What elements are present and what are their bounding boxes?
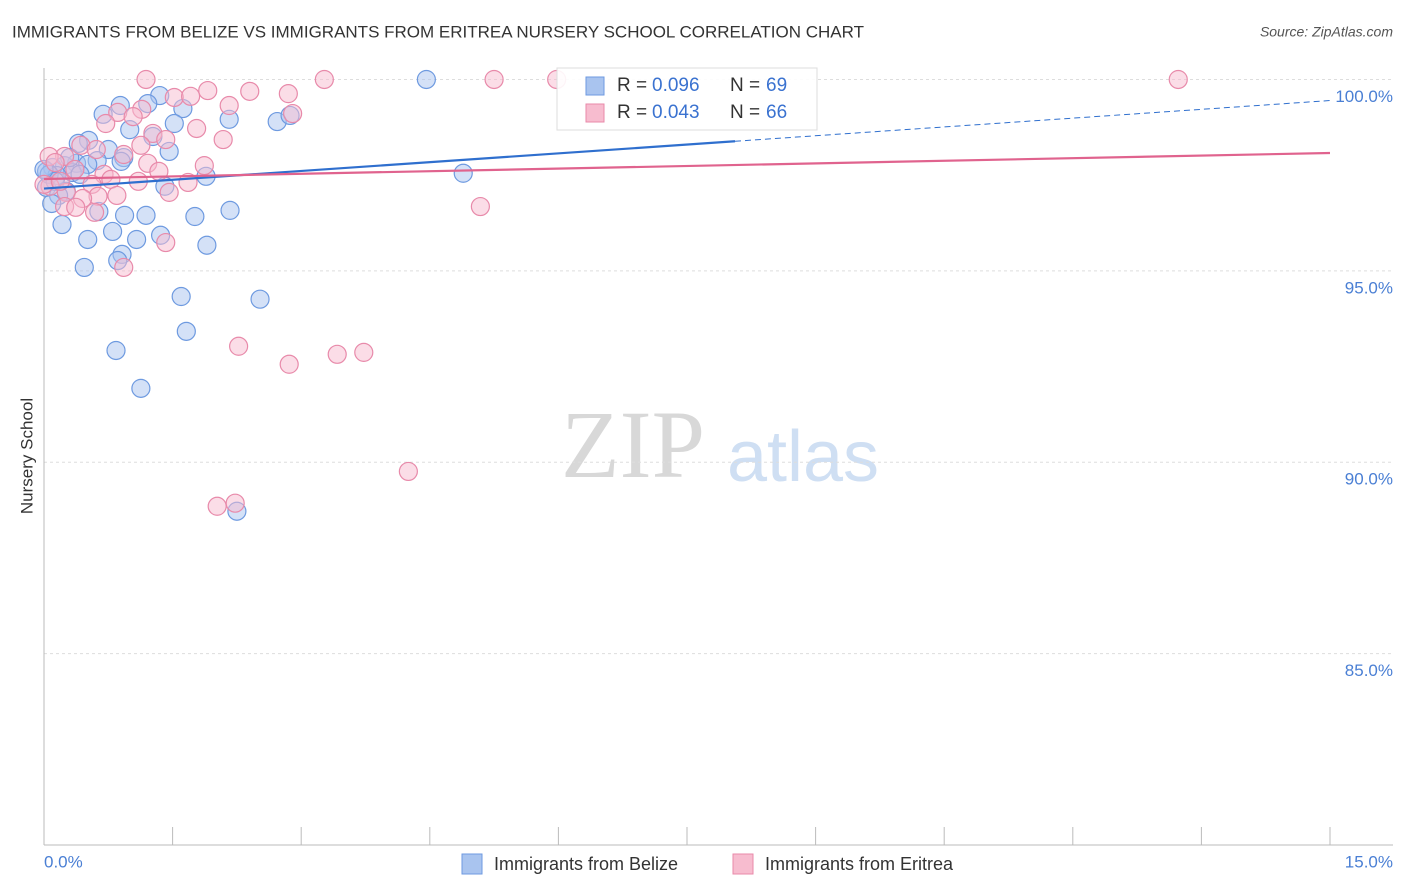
point bbox=[106, 340, 126, 361]
point bbox=[45, 152, 65, 173]
legend-swatch bbox=[585, 103, 605, 123]
point bbox=[1168, 69, 1188, 90]
point bbox=[114, 144, 134, 165]
point bbox=[126, 229, 147, 250]
point bbox=[86, 139, 106, 160]
point bbox=[225, 493, 245, 513]
stat-value: 0.096 bbox=[652, 75, 700, 96]
point bbox=[283, 103, 303, 124]
point bbox=[84, 202, 105, 222]
point bbox=[156, 232, 176, 253]
point bbox=[50, 171, 70, 191]
point-group bbox=[34, 69, 1188, 516]
point bbox=[185, 206, 205, 227]
point bbox=[164, 87, 184, 108]
stat-label: R = bbox=[617, 102, 647, 123]
point bbox=[107, 185, 127, 206]
stat-label: R = bbox=[617, 75, 647, 96]
point bbox=[156, 129, 176, 150]
point bbox=[187, 118, 207, 139]
point bbox=[181, 86, 201, 106]
stat-value: 69 bbox=[766, 75, 787, 96]
source: Source: ZipAtlas.com bbox=[1260, 24, 1393, 40]
point bbox=[136, 205, 156, 225]
point bbox=[171, 286, 191, 307]
y-tick-label: 85.0% bbox=[1345, 661, 1393, 680]
y-axis-label: Nursery School bbox=[17, 398, 36, 514]
trend-line bbox=[43, 140, 736, 190]
point bbox=[327, 344, 347, 364]
point bbox=[65, 159, 85, 180]
point bbox=[220, 200, 240, 220]
y-tick-label: 100.0% bbox=[1335, 87, 1393, 106]
point bbox=[213, 129, 233, 150]
legend-swatch bbox=[732, 853, 754, 875]
point bbox=[131, 378, 151, 398]
watermark: atlas bbox=[727, 417, 879, 497]
point bbox=[66, 197, 86, 217]
legend-label: Immigrants from Belize bbox=[494, 854, 678, 874]
point bbox=[279, 354, 299, 374]
point bbox=[131, 135, 151, 155]
y-tick-label: 90.0% bbox=[1345, 470, 1393, 489]
point bbox=[250, 289, 270, 309]
x-tick-label: 0.0% bbox=[44, 852, 83, 871]
point bbox=[484, 69, 504, 90]
legend-swatch bbox=[585, 76, 605, 96]
point bbox=[102, 221, 123, 242]
point bbox=[398, 461, 418, 482]
stat-label: N = bbox=[730, 75, 760, 96]
point bbox=[194, 156, 214, 176]
point bbox=[354, 342, 374, 362]
point bbox=[136, 69, 156, 90]
point bbox=[101, 169, 121, 189]
point bbox=[278, 84, 298, 104]
point bbox=[78, 229, 98, 250]
point bbox=[229, 336, 249, 356]
y-tick-label: 95.0% bbox=[1345, 278, 1393, 297]
point bbox=[52, 214, 72, 235]
point bbox=[74, 257, 94, 278]
point bbox=[453, 163, 473, 183]
point bbox=[240, 81, 260, 101]
point bbox=[164, 113, 184, 134]
point bbox=[114, 257, 134, 278]
stat-value: 0.043 bbox=[652, 102, 700, 123]
x-tick-label: 15.0% bbox=[1345, 852, 1393, 871]
watermark: ZIP bbox=[561, 391, 705, 498]
point bbox=[114, 205, 135, 225]
point bbox=[123, 107, 143, 127]
point bbox=[416, 69, 436, 90]
point bbox=[159, 182, 179, 202]
point bbox=[198, 80, 218, 101]
trend-line-extension bbox=[734, 100, 1331, 142]
stat-value: 66 bbox=[766, 102, 787, 123]
legend-swatch bbox=[461, 853, 483, 875]
point bbox=[219, 95, 239, 116]
point bbox=[197, 235, 217, 255]
stat-label: N = bbox=[730, 102, 760, 123]
point bbox=[314, 69, 334, 90]
chart-title: IMMIGRANTS FROM BELIZE VS IMMIGRANTS FRO… bbox=[12, 22, 864, 41]
legend-label: Immigrants from Eritrea bbox=[765, 854, 954, 874]
point-group bbox=[34, 69, 473, 521]
point bbox=[176, 321, 196, 341]
trend-line bbox=[43, 151, 1331, 181]
point bbox=[96, 113, 116, 134]
point bbox=[470, 196, 490, 217]
point bbox=[207, 496, 227, 516]
